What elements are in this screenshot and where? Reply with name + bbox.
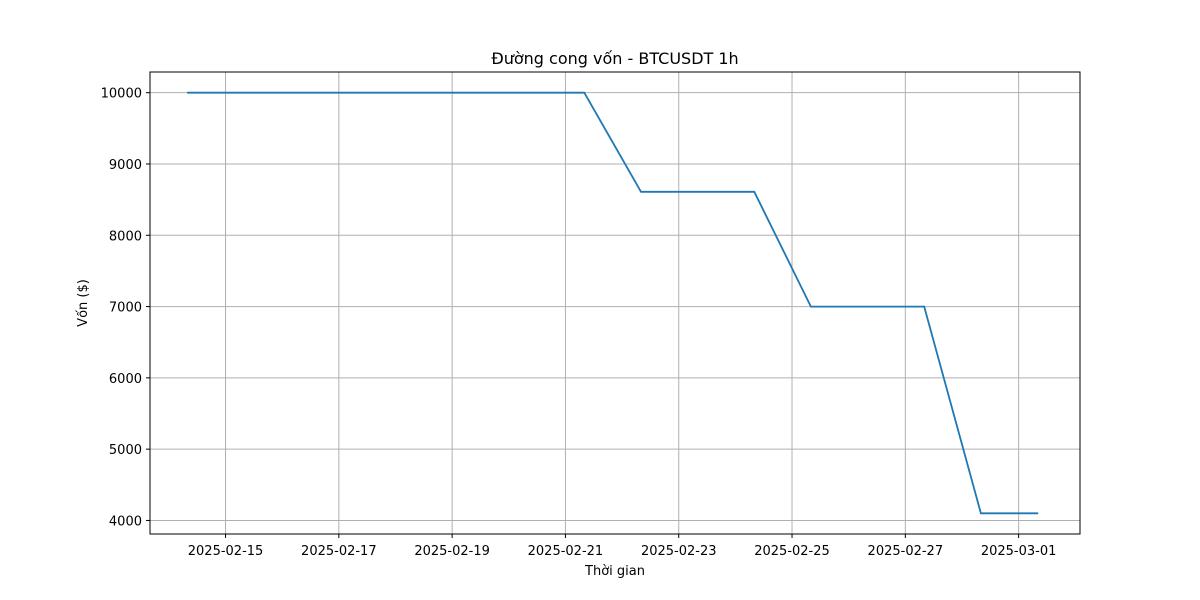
equity-line (187, 91, 1038, 515)
y-tick-label: 10000 (101, 87, 142, 102)
x-tick-label: 2025-02-19 (414, 544, 490, 559)
x-tick-label: 2025-02-21 (528, 544, 604, 559)
y-tick-label: 4000 (109, 514, 142, 529)
y-tick-label: 9000 (109, 158, 142, 173)
x-tick-label: 2025-02-17 (301, 544, 377, 559)
data-point (640, 190, 642, 193)
y-tick-label: 8000 (109, 229, 142, 244)
series-layer (186, 91, 1039, 515)
x-axis-label: Thời gian (584, 564, 645, 579)
y-tick-label: 6000 (109, 372, 142, 387)
x-tick-label: 2025-02-25 (754, 544, 830, 559)
y-axis-label: Vốn ($) (76, 279, 91, 327)
data-point (583, 91, 586, 94)
data-point (753, 190, 756, 193)
x-tick-label: 2025-02-23 (641, 544, 717, 559)
x-tick-label: 2025-02-27 (868, 544, 944, 559)
y-tick-label: 5000 (109, 443, 142, 458)
data-point (186, 91, 189, 94)
chart-title: Đường cong vốn - BTCUSDT 1h (491, 49, 738, 68)
data-point (810, 305, 812, 308)
data-point (923, 305, 926, 308)
x-axis: 2025-02-15 2025-02-17 2025-02-19 2025-02-21… (188, 534, 1057, 559)
data-point (979, 512, 982, 515)
data-point (1036, 512, 1039, 515)
x-tick-label: 2025-03-01 (981, 544, 1057, 559)
y-axis: 4000 5000 6000 7000 8000 9000 10000 (101, 87, 150, 529)
plot-frame (149, 71, 1081, 535)
y-tick-label: 7000 (109, 301, 142, 316)
grid (150, 72, 1080, 534)
x-tick-label: 2025-02-15 (188, 544, 264, 559)
